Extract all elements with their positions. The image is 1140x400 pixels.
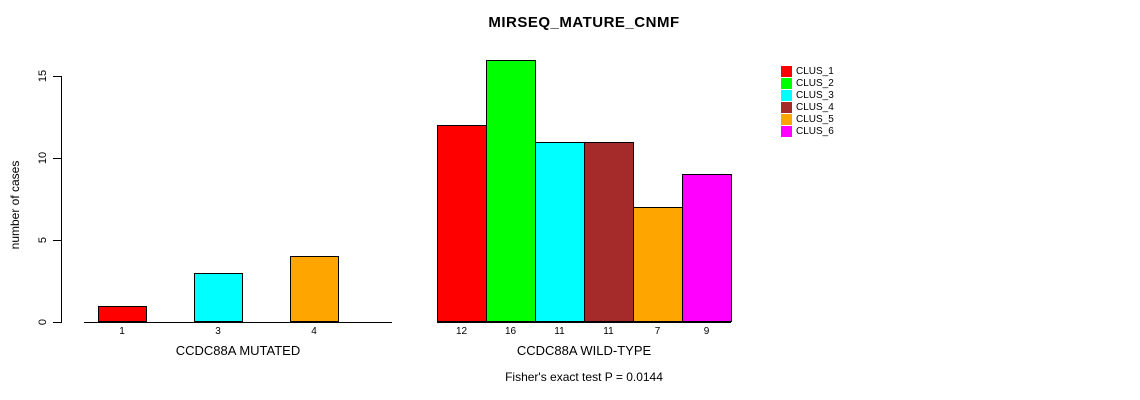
bar-clus_1-wildtype — [437, 125, 487, 322]
legend-item-label: CLUS_1 — [796, 66, 834, 77]
legend-swatch-icon — [781, 78, 792, 89]
y-axis-tick-label: 0 — [37, 318, 49, 326]
legend-item-clus_4: CLUS_4 — [781, 102, 834, 113]
bar-clus_3-mutated — [194, 273, 243, 322]
bar-count-label: 7 — [654, 326, 661, 337]
legend-item-label: CLUS_4 — [796, 102, 834, 113]
x-axis-label-wildtype: CCDC88A WILD-TYPE — [516, 343, 652, 358]
legend-swatch-icon — [781, 102, 792, 113]
legend-swatch-icon — [781, 66, 792, 77]
legend-item-clus_5: CLUS_5 — [781, 114, 834, 125]
fisher-test-annotation: Fisher's exact test P = 0.0144 — [505, 370, 663, 384]
y-axis-tick — [53, 322, 61, 323]
legend-item-label: CLUS_2 — [796, 78, 834, 89]
legend-item-clus_3: CLUS_3 — [781, 90, 834, 101]
bar-clus_5-wildtype — [633, 207, 683, 322]
legend-item-label: CLUS_6 — [796, 126, 834, 137]
legend-item-clus_1: CLUS_1 — [781, 66, 834, 77]
bar-count-label: 11 — [554, 326, 565, 337]
bar-clus_2-wildtype — [486, 60, 536, 322]
legend-swatch-icon — [781, 114, 792, 125]
x-axis-baseline-mutated — [84, 322, 392, 323]
bar-count-label: 1 — [119, 326, 125, 337]
bar-clus_4-wildtype — [584, 142, 634, 322]
legend-swatch-icon — [781, 90, 792, 101]
y-axis-title: number of cases — [8, 160, 22, 250]
y-axis-tick-label: 10 — [37, 151, 49, 165]
bar-clus_6-wildtype — [682, 174, 732, 322]
x-axis-baseline-wildtype — [437, 322, 731, 323]
legend-item-label: CLUS_3 — [796, 90, 834, 101]
legend: CLUS_1 CLUS_2 CLUS_3 CLUS_4 CLUS_5 CLUS_6 — [781, 66, 834, 138]
y-axis-tick — [53, 158, 61, 159]
bar-clus_5-mutated — [290, 256, 339, 322]
bar-count-label: 9 — [703, 326, 710, 337]
chart-title: MIRSEQ_MATURE_CNMF — [488, 14, 680, 31]
x-axis-label-mutated: CCDC88A MUTATED — [175, 343, 301, 358]
bar-count-label: 4 — [311, 326, 317, 337]
y-axis-tick-label: 5 — [37, 236, 49, 244]
legend-item-clus_6: CLUS_6 — [781, 126, 834, 137]
bar-count-label: 3 — [215, 326, 221, 337]
bar-count-label: 11 — [603, 326, 614, 337]
y-axis-tick — [53, 240, 61, 241]
bar-clus_1-mutated — [98, 306, 147, 322]
legend-item-clus_2: CLUS_2 — [781, 78, 834, 89]
bar-count-label: 12 — [455, 326, 468, 337]
y-axis-line — [61, 76, 62, 323]
legend-swatch-icon — [781, 126, 792, 137]
y-axis-tick — [53, 76, 61, 77]
bar-clus_3-wildtype — [535, 142, 585, 322]
y-axis-tick-label: 15 — [37, 69, 49, 83]
legend-item-label: CLUS_5 — [796, 114, 834, 125]
bar-count-label: 16 — [504, 326, 517, 337]
